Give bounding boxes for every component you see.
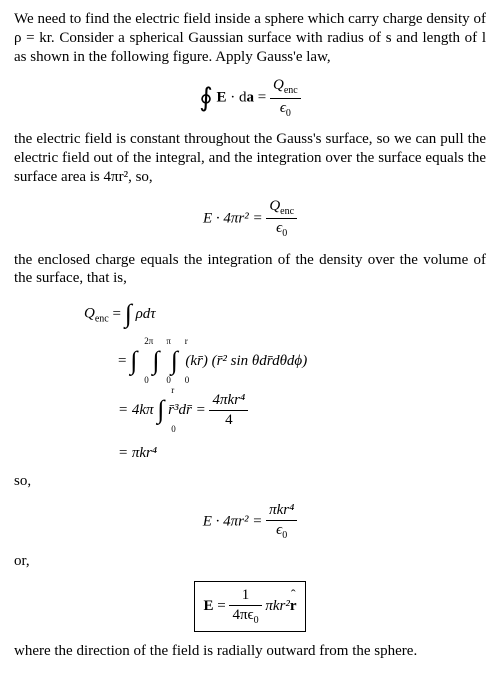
int-3: ∫ [157, 394, 164, 427]
frac-4pikr4-4: 4πkr⁴ 4 [209, 391, 248, 430]
equation-1: ∮ E · da = Qenc ϵ0 [14, 76, 486, 120]
enc-sub2: enc [280, 206, 294, 217]
paragraph-1: We need to find the electric field insid… [14, 10, 486, 66]
r-hat-icon: r [290, 597, 297, 616]
equation-2: E · 4πr² = Qenc ϵ0 [14, 197, 486, 241]
paragraph-4: so, [14, 472, 486, 491]
d3a: = 4kπ [118, 402, 154, 418]
box-rhs: πkr² [265, 598, 290, 614]
lim-r: r [185, 336, 188, 347]
zero-sub5: 0 [282, 530, 287, 541]
derivation-block: Qenc = ∫ ρdτ = ∫2π0 ∫π0 ∫r0 (kr̄) (r̄² s… [84, 298, 486, 462]
frac-1-4pieps0: 1 4πϵ0 [229, 586, 261, 627]
r-hat-letter: r [290, 598, 297, 614]
equation-5: E · 4πr² = πkr⁴ ϵ0 [14, 501, 486, 542]
deriv-line-1: Qenc = ∫ ρdτ [84, 298, 486, 331]
eq5-num: πkr⁴ [266, 501, 297, 521]
paragraph-5: or, [14, 552, 486, 571]
eq5-lhs: E · 4πr² = [203, 513, 266, 529]
lim-0d: 0 [171, 424, 176, 435]
deriv-line-4: = πkr⁴ [118, 444, 486, 463]
eq2-lhs: E · 4πr² = [203, 210, 263, 226]
text-p4: so, [14, 473, 31, 489]
q-sym3: Q [84, 306, 95, 322]
text-p3: the enclosed charge equals the integrati… [14, 252, 486, 287]
text-p1: We need to find the electric field insid… [14, 11, 486, 65]
int-2a: ∫ [130, 345, 137, 378]
d3b: r̄³dr̄ = [168, 402, 209, 418]
frac-qenc-eps0-1: Qenc ϵ0 [270, 76, 301, 120]
paragraph-2: the electric field is constant throughou… [14, 130, 486, 186]
lim-0c: 0 [185, 375, 190, 386]
zero-sub2: 0 [282, 228, 287, 239]
text-p2: the electric field is constant throughou… [14, 131, 486, 185]
d3den: 4 [209, 411, 248, 430]
int-2c: ∫ [171, 345, 178, 378]
int-2b: ∫ [152, 345, 159, 378]
zero-sub: 0 [286, 108, 291, 119]
result-box: E = 1 4πϵ0 πkr²r [194, 581, 305, 632]
text-p6: where the direction of the field is radi… [14, 643, 417, 659]
d3num: 4πkr⁴ [209, 391, 248, 411]
frac-pikr4-eps0: πkr⁴ ϵ0 [266, 501, 297, 542]
enc-sub3: enc [95, 314, 109, 325]
box-den: 4πϵ [232, 607, 253, 623]
q-sym: Q [273, 77, 284, 93]
equation-boxed: E = 1 4πϵ0 πkr²r [14, 581, 486, 632]
box-num: 1 [229, 586, 261, 606]
d4: = πkr⁴ [118, 445, 157, 461]
lim-r2: r [171, 385, 174, 396]
zero-sub6: 0 [254, 615, 259, 626]
deriv-line-2: = ∫2π0 ∫π0 ∫r0 (kr̄) (r̄² sin θdr̄dθdϕ) [118, 345, 486, 378]
int-1: ∫ [125, 298, 132, 331]
paragraph-3: the enclosed charge equals the integrati… [14, 251, 486, 289]
integrand: (kr̄) (r̄² sin θdr̄dθdϕ) [185, 352, 307, 368]
deriv-line-3: = 4kπ ∫r0 r̄³dr̄ = 4πkr⁴ 4 [118, 391, 486, 430]
paragraph-6: where the direction of the field is radi… [14, 642, 486, 661]
frac-qenc-eps0-2: Qenc ϵ0 [266, 197, 297, 241]
text-p5: or, [14, 553, 30, 569]
enc-sub: enc [284, 85, 298, 96]
lim-0a: 0 [144, 375, 149, 386]
oint-symbol: ∮ [199, 82, 213, 115]
q-sym2: Q [269, 198, 280, 214]
